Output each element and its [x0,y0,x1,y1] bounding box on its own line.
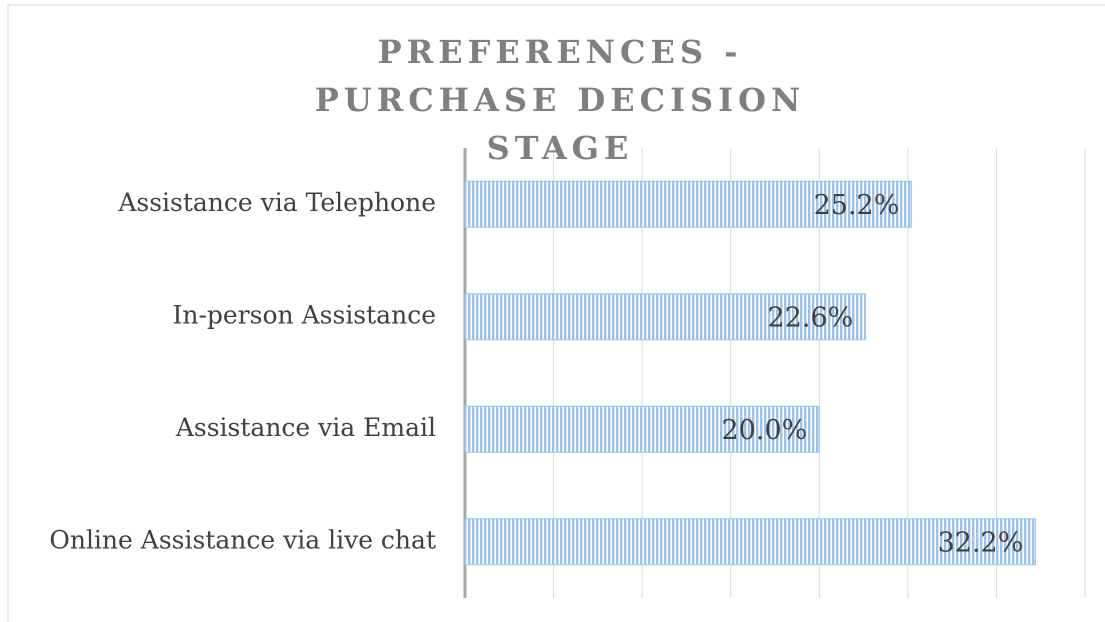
bar [464,293,866,341]
y-tick-label: Online Assistance via live chat [49,525,436,554]
data-label: 20.0% [722,415,808,446]
bar [464,180,912,228]
data-label: 22.6% [768,302,854,333]
bar [464,518,1036,566]
y-tick-label: Assistance via Email [175,413,436,442]
y-tick-label: In-person Assistance [173,300,437,329]
data-label: 25.2% [814,190,900,221]
chart-border [7,4,1105,622]
chart-title: PREFERENCES - PURCHASE DECISION STAGE [314,33,806,167]
data-label: 32.2% [938,527,1024,558]
bar [464,405,820,453]
y-tick-label: Assistance via Telephone [117,188,436,217]
